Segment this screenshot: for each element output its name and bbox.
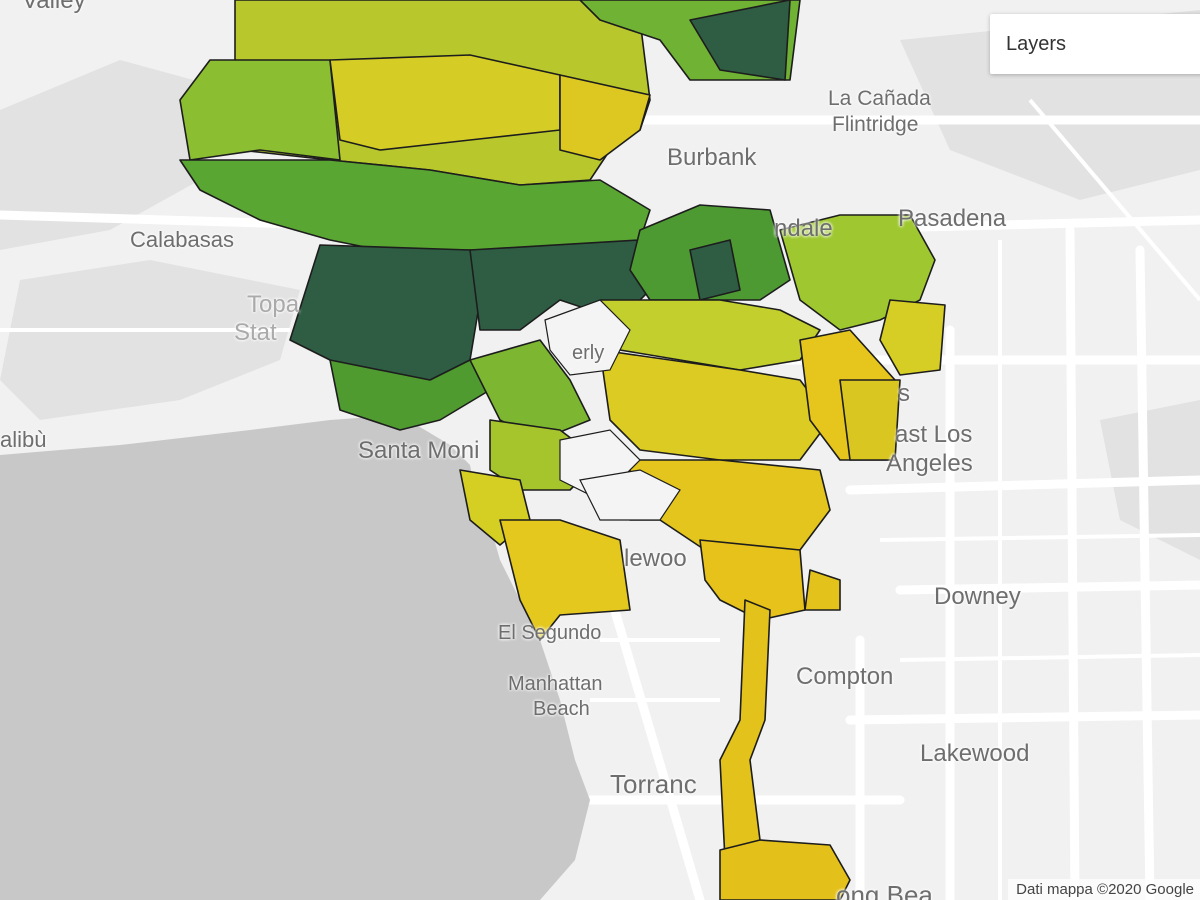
label-lakewood: Lakewood xyxy=(920,740,1030,767)
label-manhattan-beach-1: Manhattan xyxy=(508,673,603,695)
map-attribution: Dati mappa ©2020 Google xyxy=(1008,879,1200,900)
layers-button[interactable]: Layers xyxy=(990,14,1200,74)
region-east-pocket[interactable] xyxy=(804,569,841,611)
label-east-la-2: Angeles xyxy=(886,450,973,477)
label-el-segundo: El Segundo xyxy=(498,622,602,644)
region-tujunga-hills[interactable] xyxy=(689,0,791,81)
region-pacific-palisades[interactable] xyxy=(329,359,491,431)
island-inglewood xyxy=(579,469,681,521)
label-manhattan-beach-2: Beach xyxy=(533,698,590,720)
region-mid-city[interactable] xyxy=(599,349,831,461)
pacific-ocean xyxy=(0,415,590,900)
region-san-pedro[interactable] xyxy=(719,839,851,900)
region-mid-valley[interactable] xyxy=(329,54,561,151)
label-beverly-hills: erly xyxy=(572,342,605,364)
label-pasadena: Pasadena xyxy=(898,205,1007,232)
label-topanga-1: Topa xyxy=(247,291,300,318)
minor-roads xyxy=(0,98,1200,900)
label-calabasas: Calabasas xyxy=(130,227,234,252)
label-malibu: alibù xyxy=(0,427,47,452)
region-brentwood[interactable] xyxy=(469,339,591,441)
label-la-canada-1: La Cañada xyxy=(828,87,931,110)
region-west-valley[interactable] xyxy=(179,59,341,161)
region-boyle-heights[interactable] xyxy=(839,379,901,461)
label-topanga-2: Stat xyxy=(234,319,277,346)
label-santa-monica: Santa Moni xyxy=(358,437,480,464)
region-westchester[interactable] xyxy=(499,519,631,641)
label-compton: Compton xyxy=(796,663,894,690)
layers-label: Layers xyxy=(1006,33,1067,55)
label-east-la-1: ast Los xyxy=(895,421,973,448)
label-los-angeles: s xyxy=(898,380,910,407)
region-el-sereno[interactable] xyxy=(879,299,946,376)
region-valley-east[interactable] xyxy=(559,74,651,161)
label-long-beach: ong Bea xyxy=(836,880,933,900)
label-valley: Valley xyxy=(22,0,86,14)
island-beverly-hills xyxy=(544,299,631,376)
region-griffith[interactable] xyxy=(689,239,741,301)
label-downey: Downey xyxy=(934,583,1021,610)
label-torrance: Torranc xyxy=(610,769,697,799)
region-port-corridor[interactable] xyxy=(719,599,771,871)
label-inglewood: lewoo xyxy=(624,545,687,572)
label-la-canada-2: Flintridge xyxy=(832,113,919,136)
label-burbank: Burbank xyxy=(667,144,757,171)
label-glendale: ndale xyxy=(774,215,833,242)
